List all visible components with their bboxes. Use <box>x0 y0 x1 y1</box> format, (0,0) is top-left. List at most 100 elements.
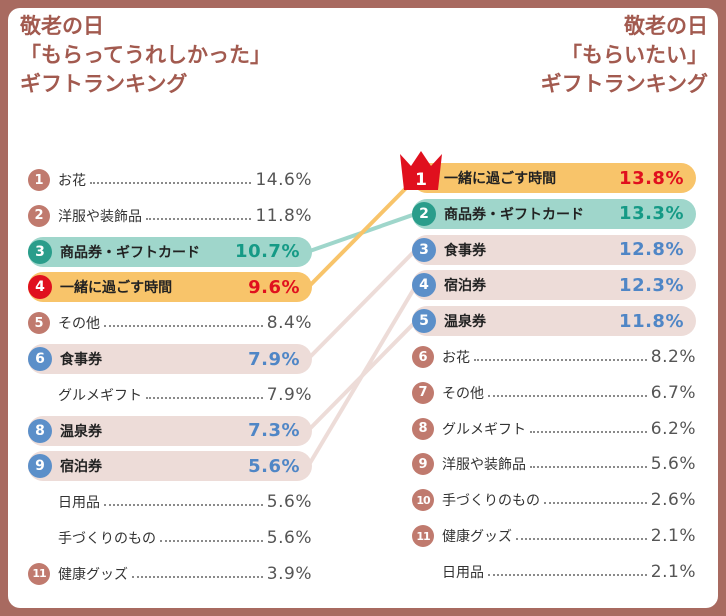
left-item-value: 7.9% <box>266 384 312 405</box>
left-leader-dots <box>104 325 263 328</box>
left-leader-dots <box>90 182 252 184</box>
left-item-label: グルメギフト <box>58 387 142 404</box>
right-title-line-3: ギフトランキング <box>540 72 708 96</box>
right-item-value: 11.8% <box>619 310 684 332</box>
left-ranking-row: 1 お花 14.6% <box>28 165 312 195</box>
left-rank-badge: 4 <box>28 275 52 300</box>
right-ranking-row: 7 その他 6.7% <box>412 378 696 408</box>
right-leader-dots <box>544 502 647 505</box>
right-ranking-row: 2 商品券・ギフトカード 13.3% <box>412 198 696 229</box>
left-rank-badge: 11 <box>28 562 50 585</box>
left-item-value: 5.6% <box>266 528 312 548</box>
connector-line <box>306 284 418 468</box>
left-ranking-row: 4 一緒に過ごす時間 9.6% <box>28 272 312 303</box>
left-leader-dots <box>146 396 263 399</box>
left-leader-dots <box>146 217 252 220</box>
left-rank-badge: 8 <box>28 418 52 443</box>
crown-rank-label: 1 <box>415 170 427 190</box>
left-leader-dots <box>160 540 263 542</box>
left-ranking-row: 9 宿泊券 5.6% <box>28 451 312 482</box>
right-ranking-row: 5 温泉券 11.8% <box>412 306 696 337</box>
right-item-value: 13.3% <box>619 203 684 225</box>
left-row-highlight <box>28 415 312 446</box>
right-rank-badge: 2 <box>412 201 436 226</box>
right-item-value: 6.2% <box>650 418 696 439</box>
right-ranking-row: 3 食事券 12.8% <box>412 234 696 265</box>
left-leader-dots <box>104 504 263 507</box>
right-leader-dots <box>488 573 647 576</box>
right-item-label: 洋服や装飾品 <box>442 457 526 474</box>
right-ranking-row: 9 洋服や装飾品 5.6% <box>412 449 696 479</box>
right-item-value: 2.1% <box>650 526 696 546</box>
right-row-highlight <box>412 306 696 337</box>
left-ranking-row: 3 商品券・ギフトカード 10.7% <box>28 236 312 267</box>
left-item-label: 健康グッズ <box>58 566 128 583</box>
left-item-label: 洋服や装飾品 <box>58 208 142 225</box>
right-row-highlight <box>412 270 696 301</box>
left-ranking-row: 8 温泉券 7.3% <box>28 415 312 446</box>
left-item-label: 温泉券 <box>60 423 102 440</box>
right-ranking-row: 11 健康グッズ 2.1% <box>412 521 696 551</box>
left-rank-badge: 3 <box>28 239 52 264</box>
right-ranking-row: 6 お花 8.2% <box>412 342 696 372</box>
right-leader-dots <box>474 359 647 361</box>
left-item-value: 8.4% <box>266 313 312 334</box>
left-rank-badge: 5 <box>28 312 50 335</box>
left-row-highlight <box>28 272 312 303</box>
right-item-label: 一緒に過ごす時間 <box>444 171 557 187</box>
right-rank-badge: 11 <box>412 525 434 547</box>
right-ranking-row: 10 手づくりのもの 2.6% <box>412 485 696 515</box>
left-rank-badge: 9 <box>28 454 52 479</box>
right-item-value: 12.3% <box>619 274 684 296</box>
right-item-value: 8.2% <box>650 347 696 367</box>
right-rank-badge: 6 <box>412 346 434 368</box>
crown-shape <box>400 151 442 190</box>
left-row-highlight <box>28 451 312 482</box>
left-item-value: 7.9% <box>248 348 300 370</box>
right-ranking-row: 日用品 2.1% <box>412 557 696 587</box>
right-title-line-1: 敬老の日 <box>624 14 708 38</box>
left-item-label: 手づくりのもの <box>58 531 156 547</box>
right-item-value: 6.7% <box>650 382 696 403</box>
left-item-value: 9.6% <box>248 276 300 298</box>
left-title-line-3: ギフトランキング <box>20 72 188 96</box>
right-leader-dots <box>530 430 647 433</box>
crown-icon: 1 <box>400 151 442 190</box>
left-rank-badge: 2 <box>28 204 50 227</box>
right-leader-dots <box>488 394 647 397</box>
right-ranking-row: 一緒に過ごす時間 13.8% <box>412 163 696 193</box>
left-item-value: 3.9% <box>266 563 312 584</box>
left-item-value: 5.6% <box>266 492 312 513</box>
right-leader-dots <box>530 466 647 469</box>
left-rank-badge: 1 <box>28 169 50 191</box>
right-ranking-row: 4 宿泊券 12.3% <box>412 270 696 301</box>
left-ranking-row: 日用品 5.6% <box>28 487 312 517</box>
left-item-label: その他 <box>58 316 100 333</box>
right-item-value: 13.8% <box>619 167 684 189</box>
left-ranking-row: 2 洋服や装飾品 11.8% <box>28 201 312 231</box>
left-ranking-title: 敬老の日 「もらってうれしかった」 ギフトランキング <box>20 12 271 99</box>
left-title-line-2: 「もらってうれしかった」 <box>20 43 271 67</box>
left-ranking-row: 6 食事券 7.9% <box>28 344 312 374</box>
left-ranking-row: 5 その他 8.4% <box>28 308 312 338</box>
left-item-label: 宿泊券 <box>60 459 102 476</box>
right-item-label: 食事券 <box>444 242 486 259</box>
right-item-label: その他 <box>442 385 484 402</box>
right-item-label: 温泉券 <box>444 314 486 331</box>
left-item-value: 11.8% <box>255 205 312 226</box>
left-title-line-1: 敬老の日 <box>20 14 104 38</box>
right-rank-badge: 4 <box>412 273 436 298</box>
left-item-value: 7.3% <box>248 420 300 442</box>
right-item-label: 日用品 <box>442 564 484 581</box>
right-title-line-2: 「もらいたい」 <box>561 43 708 67</box>
left-row-highlight <box>28 344 312 374</box>
left-item-value: 10.7% <box>235 241 300 263</box>
right-item-value: 2.6% <box>650 490 696 511</box>
right-rank-badge: 10 <box>412 489 434 512</box>
right-ranking-title: 敬老の日 「もらいたい」 ギフトランキング <box>541 12 708 99</box>
right-item-value: 5.6% <box>650 454 696 475</box>
left-item-value: 14.6% <box>255 170 312 190</box>
left-row-highlight <box>28 236 312 267</box>
right-item-label: 健康グッズ <box>442 529 512 545</box>
